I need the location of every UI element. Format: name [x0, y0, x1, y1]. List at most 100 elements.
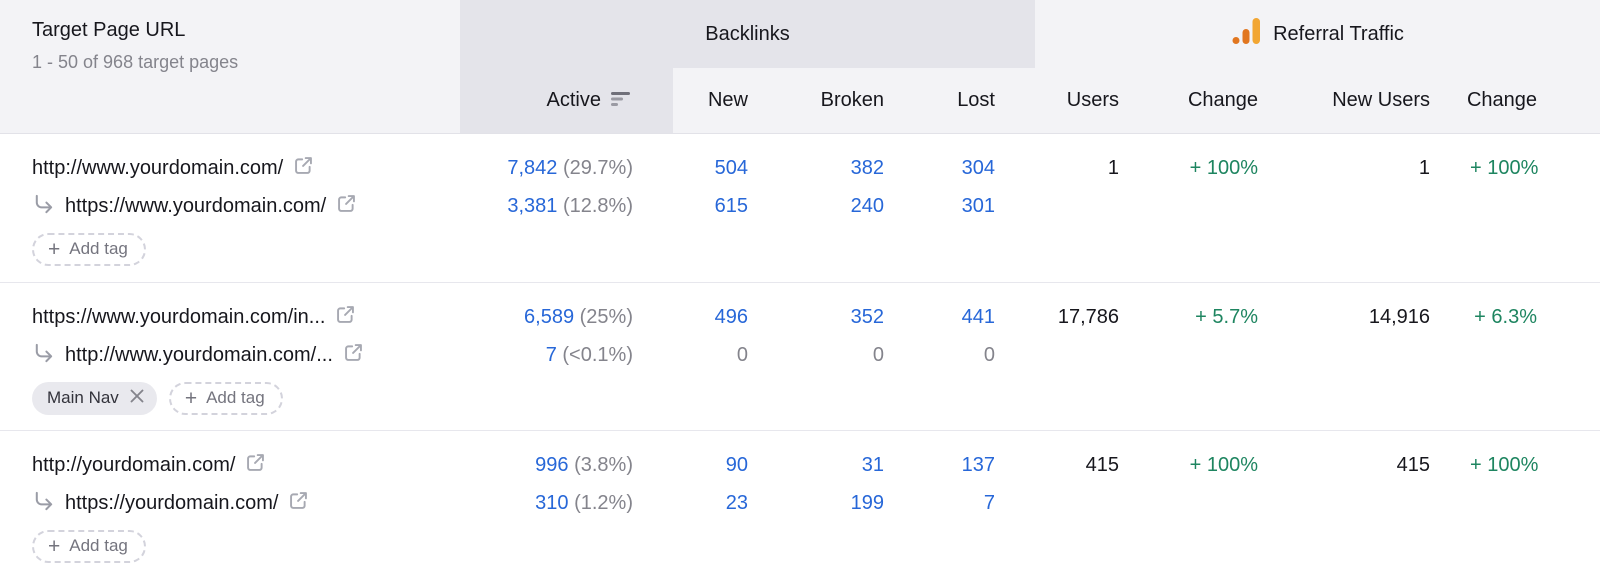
new-users-change-value: + 100% — [1470, 454, 1539, 476]
lost-cell: 304 301 — [924, 134, 1035, 282]
plus-icon: + — [184, 386, 198, 410]
broken-line: 31 — [788, 446, 884, 484]
column-header-lost-label: Lost — [957, 89, 995, 111]
new-line: 90 — [673, 446, 748, 484]
new-count-link[interactable]: 504 — [714, 157, 748, 179]
redirect-arrow-icon — [32, 489, 55, 518]
add-tag-button[interactable]: + Add tag — [168, 382, 283, 415]
active-percent: (<0.1%) — [556, 344, 633, 366]
active-line: 6,589 (25%) — [460, 298, 633, 336]
active-cell: 7,842 (29.7%) 3,381 (12.8%) — [460, 134, 673, 282]
plus-icon: + — [48, 237, 61, 261]
lost-line: 304 — [924, 149, 995, 187]
external-link-icon[interactable] — [245, 452, 266, 479]
lost-line: 441 — [924, 298, 995, 336]
broken-count-link[interactable]: 352 — [850, 306, 884, 328]
active-percent: (25%) — [574, 306, 633, 328]
active-cell: 6,589 (25%) 7 (<0.1%) — [460, 283, 673, 430]
broken-count-link[interactable]: 199 — [850, 492, 884, 514]
lost-count-link[interactable]: 301 — [961, 195, 995, 217]
active-count-link[interactable]: 7,842 — [507, 157, 558, 179]
tag-line: Main Nav + Add tag — [32, 382, 460, 415]
users-change-cell: + 100% — [1159, 431, 1298, 578]
column-header-new[interactable]: New — [673, 68, 788, 133]
column-header-active[interactable]: Active — [460, 68, 673, 133]
new-count-link[interactable]: 615 — [714, 195, 748, 217]
url-cell: http://www.yourdomain.com/ https://www.y… — [0, 134, 460, 282]
active-count-link[interactable]: 7 — [545, 344, 557, 366]
broken-count-link[interactable]: 382 — [850, 157, 884, 179]
broken-line: 352 — [788, 298, 884, 336]
column-header-new-users[interactable]: New Users — [1298, 68, 1470, 133]
target-url-link[interactable]: http://yourdomain.com/ — [32, 453, 236, 476]
users-value: 17,786 — [1057, 306, 1119, 328]
active-line: 3,381 (12.8%) — [460, 187, 633, 225]
active-count-link[interactable]: 310 — [535, 492, 569, 514]
external-link-icon[interactable] — [343, 342, 364, 369]
tag-label: Main Nav — [47, 388, 119, 407]
plus-icon: + — [48, 534, 61, 558]
target-url-link[interactable]: http://www.yourdomain.com/ — [32, 156, 284, 179]
lost-count-link[interactable]: 441 — [961, 306, 995, 328]
column-header-change-2[interactable]: Change — [1467, 68, 1600, 133]
redirect-url-link[interactable]: http://www.yourdomain.com/... — [65, 343, 333, 366]
active-count-link[interactable]: 996 — [535, 454, 569, 476]
redirect-url-line: http://www.yourdomain.com/... — [32, 336, 460, 374]
broken-count-link[interactable]: 31 — [861, 454, 884, 476]
redirect-url-link[interactable]: https://www.yourdomain.com/ — [65, 194, 327, 217]
column-header-broken[interactable]: Broken — [788, 68, 924, 133]
external-link-icon[interactable] — [336, 193, 357, 220]
active-percent: (3.8%) — [568, 454, 633, 476]
active-count-link[interactable]: 6,589 — [524, 306, 575, 328]
column-header-new-label: New — [707, 89, 748, 111]
lost-count-link[interactable]: 137 — [961, 454, 995, 476]
redirect-url-link[interactable]: https://yourdomain.com/ — [65, 491, 279, 514]
broken-cell: 352 0 — [788, 283, 924, 430]
add-tag-button[interactable]: + Add tag — [32, 233, 146, 266]
lost-cell: 441 0 — [924, 283, 1035, 430]
backlinks-group-label: Backlinks — [705, 22, 790, 45]
lost-count-link[interactable]: 7 — [983, 492, 995, 514]
new-users-change-cell: + 100% — [1470, 431, 1600, 578]
column-header-change[interactable]: Change — [1159, 68, 1298, 133]
remove-tag-icon[interactable] — [130, 388, 144, 408]
external-link-icon[interactable] — [288, 490, 309, 517]
new-count-link: 0 — [736, 344, 748, 366]
users-value: 1 — [1107, 157, 1119, 179]
external-link-icon[interactable] — [293, 155, 314, 182]
users-change-cell: + 5.7% — [1159, 283, 1298, 430]
lost-count-link[interactable]: 304 — [961, 157, 995, 179]
new-count-link[interactable]: 496 — [714, 306, 748, 328]
lost-cell: 137 7 — [924, 431, 1035, 578]
new-line: 496 — [673, 298, 748, 336]
users-cell: 17,786 — [1035, 283, 1159, 430]
new-users-value: 1 — [1418, 157, 1430, 179]
column-header-lost[interactable]: Lost — [924, 68, 1035, 133]
table-row: https://www.yourdomain.com/in... http://… — [0, 282, 1600, 430]
new-line: 23 — [673, 484, 748, 522]
target-url-line: http://www.yourdomain.com/ — [32, 149, 460, 187]
new-users-cell: 415 — [1298, 431, 1470, 578]
lost-count-link: 0 — [983, 344, 995, 366]
external-link-icon[interactable] — [335, 304, 356, 331]
column-header-target-page-url: Target Page URL 1 - 50 of 968 target pag… — [0, 0, 460, 133]
active-count-link[interactable]: 3,381 — [507, 195, 558, 217]
broken-count-link[interactable]: 240 — [850, 195, 884, 217]
tag-pill[interactable]: Main Nav — [32, 382, 157, 415]
column-header-users[interactable]: Users — [1035, 68, 1159, 133]
target-url-link[interactable]: https://www.yourdomain.com/in... — [32, 305, 326, 328]
active-line: 996 (3.8%) — [460, 446, 633, 484]
broken-cell: 382 240 — [788, 134, 924, 282]
add-tag-label: Add tag — [69, 536, 128, 555]
add-tag-button[interactable]: + Add tag — [32, 530, 146, 563]
new-count-link[interactable]: 23 — [725, 492, 748, 514]
new-line: 504 — [673, 149, 748, 187]
new-count-link[interactable]: 90 — [725, 454, 748, 476]
column-group-referral-traffic: Referral Traffic — [1035, 0, 1600, 68]
new-cell: 504 615 — [673, 134, 788, 282]
new-users-cell: 1 — [1298, 134, 1470, 282]
column-header-change-label: Change — [1187, 89, 1258, 111]
new-users-change-cell: + 6.3% — [1470, 283, 1600, 430]
table-body: http://www.yourdomain.com/ https://www.y… — [0, 134, 1600, 578]
